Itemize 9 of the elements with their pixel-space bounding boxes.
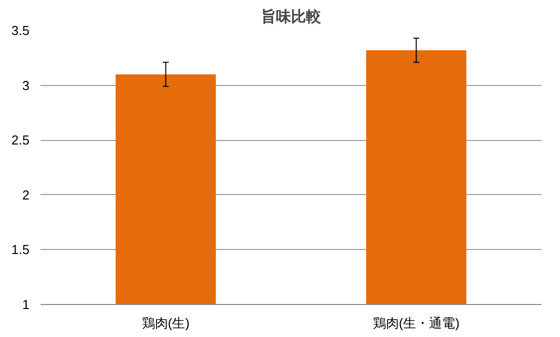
y-tick-label: 3.5: [11, 23, 30, 38]
chart-title: 旨味比較: [261, 8, 322, 26]
y-tick-label: 2: [22, 187, 30, 202]
x-tick-label: 鶏肉(生): [142, 316, 190, 330]
x-tick-label: 鶏肉(生・通電): [372, 316, 460, 330]
y-tick-label: 1.5: [11, 242, 30, 258]
y-tick-label: 2.5: [11, 132, 30, 148]
y-tick-label: 3: [22, 78, 30, 93]
y-tick-label: 1: [22, 297, 30, 312]
